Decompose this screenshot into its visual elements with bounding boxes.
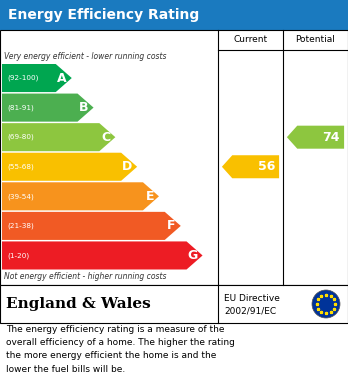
Text: (81-91): (81-91) bbox=[7, 104, 34, 111]
Text: G: G bbox=[187, 249, 198, 262]
Text: B: B bbox=[79, 101, 88, 114]
Text: (55-68): (55-68) bbox=[7, 163, 34, 170]
Polygon shape bbox=[222, 155, 279, 178]
Polygon shape bbox=[2, 123, 115, 151]
Polygon shape bbox=[287, 126, 344, 149]
Bar bbox=[0, 0, 348, 30]
Text: Potential: Potential bbox=[295, 36, 335, 45]
Polygon shape bbox=[2, 212, 181, 240]
Polygon shape bbox=[2, 241, 203, 269]
Text: England & Wales: England & Wales bbox=[6, 297, 151, 311]
Text: (21-38): (21-38) bbox=[7, 222, 34, 229]
Text: Energy Efficiency Rating: Energy Efficiency Rating bbox=[8, 8, 199, 22]
Polygon shape bbox=[2, 153, 137, 181]
Text: D: D bbox=[122, 160, 132, 173]
Text: 74: 74 bbox=[323, 131, 340, 143]
Text: F: F bbox=[167, 219, 176, 232]
Text: C: C bbox=[101, 131, 110, 143]
Text: Current: Current bbox=[234, 36, 268, 45]
Text: (92-100): (92-100) bbox=[7, 75, 38, 81]
Text: (69-80): (69-80) bbox=[7, 134, 34, 140]
Text: Very energy efficient - lower running costs: Very energy efficient - lower running co… bbox=[4, 52, 166, 61]
Bar bbox=[0, 285, 348, 323]
Text: The energy efficiency rating is a measure of the
overall efficiency of a home. T: The energy efficiency rating is a measur… bbox=[6, 325, 235, 373]
Text: 56: 56 bbox=[258, 160, 275, 173]
Text: A: A bbox=[57, 72, 67, 84]
Text: E: E bbox=[145, 190, 154, 203]
Polygon shape bbox=[2, 93, 94, 122]
Circle shape bbox=[312, 290, 340, 318]
Text: Not energy efficient - higher running costs: Not energy efficient - higher running co… bbox=[4, 272, 166, 281]
Polygon shape bbox=[2, 182, 159, 210]
Text: EU Directive: EU Directive bbox=[224, 294, 280, 303]
Text: (39-54): (39-54) bbox=[7, 193, 34, 199]
Bar bbox=[0, 30, 348, 285]
Text: 2002/91/EC: 2002/91/EC bbox=[224, 306, 276, 315]
Polygon shape bbox=[2, 64, 72, 92]
Text: (1-20): (1-20) bbox=[7, 252, 29, 259]
